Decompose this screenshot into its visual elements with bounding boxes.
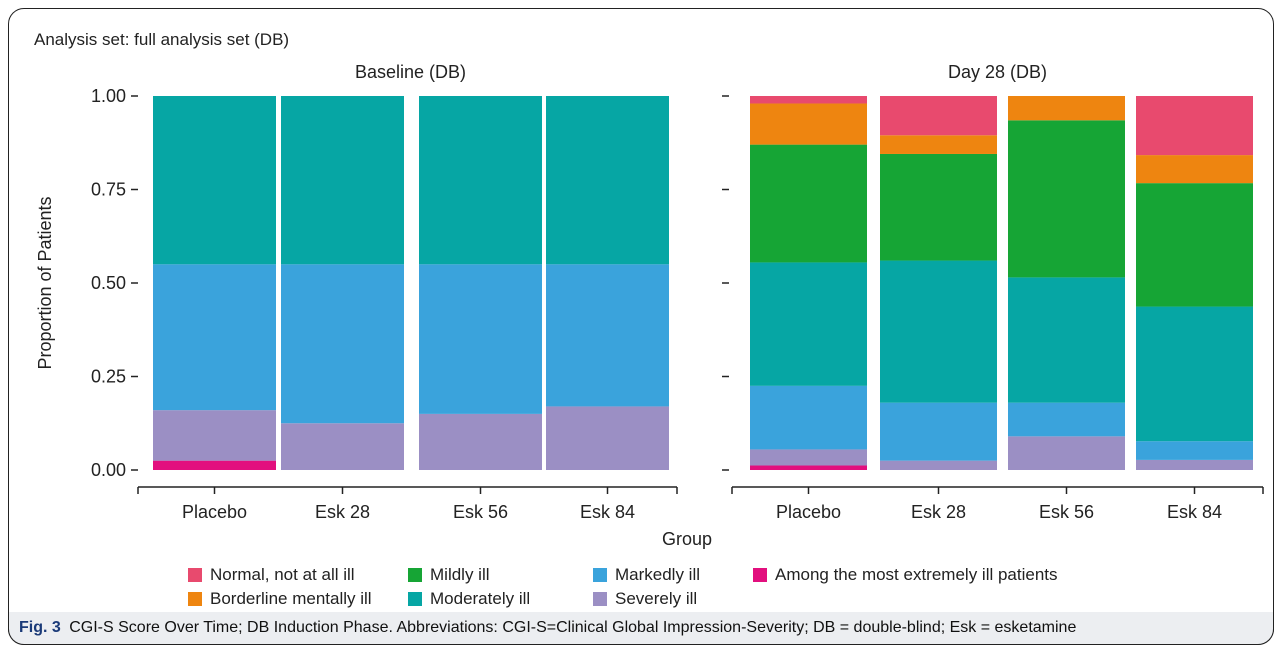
bar-segment-day28-esk-84-borderline-mentally-ill	[1136, 155, 1253, 184]
bar-segment-day28-esk-84-normal-not-at-all-ill	[1136, 96, 1253, 156]
bar-segment-day28-esk-28-severely-ill	[880, 460, 997, 470]
bar-segment-day28-esk-56-severely-ill	[1008, 436, 1125, 470]
bar-segment-baseline-esk-56-moderately-ill	[419, 96, 542, 265]
bar-segment-day28-esk-28-moderately-ill	[880, 260, 997, 403]
legend-item-severely: Severely ill	[593, 589, 697, 609]
x-tick-label-baseline-placebo: Placebo	[182, 502, 247, 522]
bar-segment-baseline-esk-84-markedly-ill	[546, 264, 669, 407]
bar-segment-day28-esk-84-moderately-ill	[1136, 306, 1253, 442]
legend-swatch-normal	[188, 568, 202, 582]
bar-segment-baseline-esk-56-markedly-ill	[419, 264, 542, 414]
legend-item-borderline: Borderline mentally ill	[188, 589, 372, 609]
bar-segment-day28-esk-28-mildly-ill	[880, 153, 997, 261]
bar-segment-day28-esk-56-markedly-ill	[1008, 402, 1125, 437]
y-tick-label-4: 1.00	[91, 86, 126, 106]
x-tick-label-baseline-esk-84: Esk 84	[580, 502, 635, 522]
y-axis-label: Proportion of Patients	[35, 196, 55, 369]
caption-text: CGI-S Score Over Time; DB Induction Phas…	[69, 619, 1077, 636]
legend: Normal, not at all ill Borderline mental…	[188, 561, 1188, 613]
figure-caption: Fig. 3 CGI-S Score Over Time; DB Inducti…	[19, 619, 1076, 637]
bar-segment-day28-placebo-severely-ill	[750, 449, 867, 466]
legend-label-extremely: Among the most extremely ill patients	[775, 565, 1058, 584]
bar-segment-day28-esk-84-markedly-ill	[1136, 441, 1253, 460]
x-tick-label-baseline-esk-28: Esk 28	[315, 502, 370, 522]
bar-segment-day28-esk-28-normal-not-at-all-ill	[880, 96, 997, 136]
bar-segment-baseline-esk-28-severely-ill	[281, 423, 404, 470]
bar-segment-day28-esk-28-markedly-ill	[880, 402, 997, 461]
bar-segment-baseline-esk-28-moderately-ill	[281, 96, 404, 265]
legend-item-extremely: Among the most extremely ill patients	[753, 565, 1058, 585]
bar-segment-baseline-placebo-among-the-most-extremely-ill-patients	[153, 460, 276, 470]
analysis-set-label: Analysis set: full analysis set (DB)	[34, 30, 290, 49]
legend-swatch-severely	[593, 592, 607, 606]
legend-item-moderately: Moderately ill	[408, 589, 530, 609]
legend-label-mildly: Mildly ill	[430, 565, 490, 584]
legend-label-markedly: Markedly ill	[615, 565, 701, 584]
bar-segment-baseline-placebo-markedly-ill	[153, 264, 276, 411]
bar-segment-day28-placebo-among-the-most-extremely-ill-patients	[750, 465, 867, 470]
bar-segment-day28-placebo-borderline-mentally-ill	[750, 103, 867, 145]
bar-segment-day28-esk-84-mildly-ill	[1136, 183, 1253, 307]
panel-title-day28: Day 28 (DB)	[948, 62, 1047, 82]
legend-item-normal: Normal, not at all ill	[188, 565, 355, 585]
bar-segment-baseline-esk-56-severely-ill	[419, 413, 542, 470]
legend-swatch-markedly	[593, 568, 607, 582]
bar-segment-baseline-esk-84-severely-ill	[546, 406, 669, 470]
x-tick-label-day28-esk-56: Esk 56	[1039, 502, 1094, 522]
legend-swatch-borderline	[188, 592, 202, 606]
legend-label-borderline: Borderline mentally ill	[210, 589, 372, 608]
legend-swatch-moderately	[408, 592, 422, 606]
x-tick-label-day28-placebo: Placebo	[776, 502, 841, 522]
bar-segment-day28-placebo-mildly-ill	[750, 144, 867, 263]
figure-number: Fig. 3	[19, 619, 61, 636]
bar-segment-baseline-placebo-moderately-ill	[153, 96, 276, 265]
bar-segment-baseline-esk-28-markedly-ill	[281, 264, 404, 424]
caption-bar: Fig. 3 CGI-S Score Over Time; DB Inducti…	[8, 612, 1274, 645]
legend-item-markedly: Markedly ill	[593, 565, 700, 585]
y-tick-label-0: 0.00	[91, 460, 126, 480]
bar-segment-baseline-placebo-severely-ill	[153, 410, 276, 461]
legend-label-moderately: Moderately ill	[430, 589, 531, 608]
bar-segment-day28-esk-28-borderline-mentally-ill	[880, 135, 997, 154]
panel-title-baseline: Baseline (DB)	[355, 62, 466, 82]
bar-segment-day28-placebo-moderately-ill	[750, 262, 867, 386]
bar-segment-day28-esk-56-mildly-ill	[1008, 120, 1125, 278]
x-tick-label-day28-esk-84: Esk 84	[1167, 502, 1222, 522]
bar-segment-baseline-esk-84-moderately-ill	[546, 96, 669, 265]
y-tick-label-1: 0.25	[91, 367, 126, 387]
legend-label-normal: Normal, not at all ill	[210, 565, 355, 584]
bar-segment-day28-placebo-markedly-ill	[750, 385, 867, 450]
y-tick-label-2: 0.50	[91, 273, 126, 293]
y-tick-label-3: 0.75	[91, 180, 126, 200]
x-tick-label-day28-esk-28: Esk 28	[911, 502, 966, 522]
bar-segment-day28-esk-84-severely-ill	[1136, 459, 1253, 470]
bar-segment-day28-esk-56-moderately-ill	[1008, 277, 1125, 403]
x-axis-label: Group	[662, 529, 712, 549]
bar-segment-day28-esk-56-borderline-mentally-ill	[1008, 96, 1125, 121]
legend-swatch-extremely	[753, 568, 767, 582]
legend-item-mildly: Mildly ill	[408, 565, 490, 585]
bar-segment-day28-placebo-normal-not-at-all-ill	[750, 96, 867, 104]
x-tick-label-baseline-esk-56: Esk 56	[453, 502, 508, 522]
legend-swatch-mildly	[408, 568, 422, 582]
legend-label-severely: Severely ill	[615, 589, 698, 608]
